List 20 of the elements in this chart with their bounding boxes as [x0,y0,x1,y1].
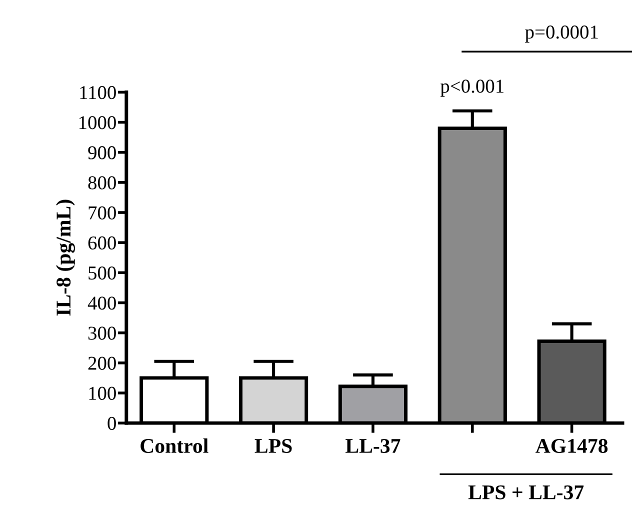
y-tick-label: 0 [108,416,116,430]
y-tick-label: 800 [88,176,116,190]
y-tick-label: 1100 [80,86,116,100]
y-tick-label: 900 [88,146,116,160]
y-tick-label: 700 [88,206,116,220]
y-tick-label: 100 [89,386,116,400]
y-tick-label: 300 [88,326,116,340]
text: p=0.0001 [525,26,598,43]
y-axis-title: IL-8 (pg/mL) [56,200,76,316]
x-tick-label: Control [140,438,208,453]
y-tick-label: 1000 [80,116,116,130]
x-tick-label: AG1478 [536,438,608,453]
text: LPS + LL-37 [468,485,584,500]
x-tick-label: LL-37 [346,438,400,453]
y-tick-label: 600 [88,236,116,250]
y-tick-label: 200 [88,356,116,370]
y-tick-label: 500 [88,266,116,280]
annotation: p<0.001 [440,80,504,97]
x-tick-label: LPS [254,438,292,453]
y-tick-label: 400 [88,296,116,310]
